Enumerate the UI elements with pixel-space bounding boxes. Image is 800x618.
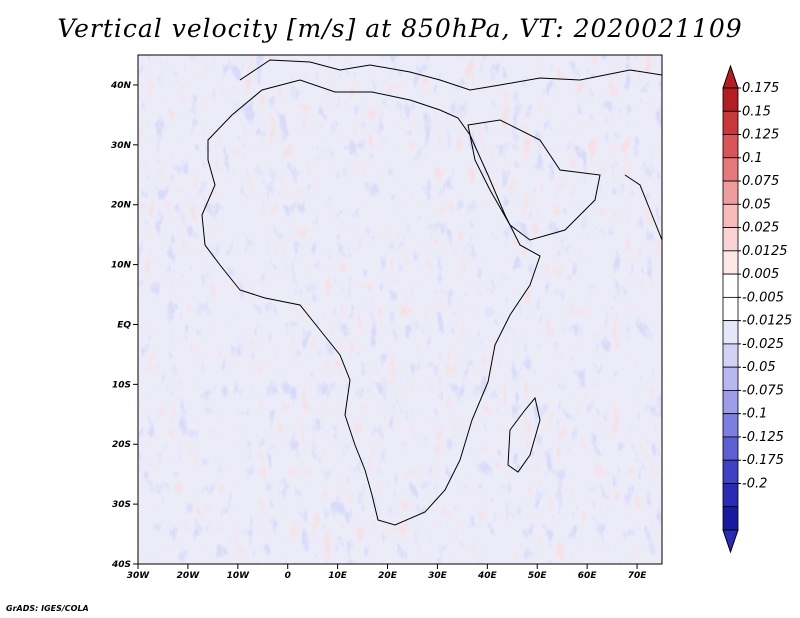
colorbar-swatch xyxy=(722,459,739,484)
colorbar-swatch xyxy=(722,296,739,322)
lon-tick-label: 10E xyxy=(328,571,348,581)
colorbar-swatch xyxy=(722,436,739,461)
africa-coastline xyxy=(201,79,541,526)
colorbar-top-arrow xyxy=(722,64,739,89)
lon-axis: 30W 20W 10W 0 10E 20E 30E 40E 50E 60E 70E xyxy=(127,564,647,581)
lon-tick-label: 0 xyxy=(285,571,291,581)
colorbar-label: 0.075 xyxy=(742,174,779,189)
colorbar-bottom-arrow xyxy=(722,529,739,554)
colorbar-swatch xyxy=(722,227,739,252)
lat-tick-label: 20N xyxy=(111,201,132,211)
velocity-field xyxy=(138,55,662,564)
colorbar-label: -0.005 xyxy=(742,290,784,305)
lat-tick-label: 40S xyxy=(111,560,131,570)
lon-tick-label: 50E xyxy=(528,571,548,581)
colorbar-swatch xyxy=(722,320,739,345)
lat-tick-label: 30S xyxy=(112,500,131,510)
colorbar-label: 0.005 xyxy=(742,267,779,282)
colorbar-label: 0.1 xyxy=(742,151,763,166)
lon-tick-label: 60E xyxy=(578,571,598,581)
colorbar-swatch xyxy=(722,413,739,438)
colorbar-swatch xyxy=(722,87,739,112)
lat-tick-label: EQ xyxy=(117,320,131,330)
coastlines xyxy=(201,59,663,526)
lat-tick-label: 10S xyxy=(112,380,131,390)
colorbar-label: 0.125 xyxy=(742,128,779,143)
colorbar-label: -0.175 xyxy=(742,453,784,468)
colorbar-label: -0.05 xyxy=(742,360,776,375)
lon-tick-label: 30E xyxy=(428,571,448,581)
colorbar-swatch xyxy=(722,250,739,275)
colorbar-label: 0.0125 xyxy=(742,244,788,259)
colorbar-swatch xyxy=(722,203,739,228)
colorbar-label: 0.05 xyxy=(742,197,771,212)
colorbar-label: -0.125 xyxy=(742,430,784,445)
colorbar-label: -0.025 xyxy=(742,337,784,352)
colorbar-swatch xyxy=(722,483,739,508)
lat-tick-label: 20S xyxy=(112,440,131,450)
arabia-coastline xyxy=(467,119,601,241)
colorbar-swatch xyxy=(722,506,739,531)
colorbar-label: -0.075 xyxy=(742,383,784,398)
colorbar-swatch xyxy=(722,180,739,205)
map-title: Vertical velocity [m/s] at 850hPa, VT: 2… xyxy=(57,14,743,43)
lat-tick-label: 40N xyxy=(110,81,132,91)
colorbar-swatch xyxy=(722,366,739,391)
colorbar-label: 0.025 xyxy=(742,221,779,236)
map-frame xyxy=(137,54,663,565)
credit-text: GrADS: IGES/COLA xyxy=(6,604,89,613)
colorbar-label: 0.15 xyxy=(742,104,771,119)
colorbar-swatch xyxy=(722,134,739,159)
europe-coastline xyxy=(239,59,663,91)
lon-tick-label: 20E xyxy=(378,571,398,581)
colorbar-label: 0.175 xyxy=(742,81,779,96)
colorbar-label: -0.0125 xyxy=(742,314,792,329)
colorbar-swatch xyxy=(722,273,739,298)
colorbar-label: -0.2 xyxy=(742,476,767,491)
colorbar-swatch xyxy=(722,390,739,415)
lon-tick-label: 10W xyxy=(227,571,251,581)
colorbar-label: -0.1 xyxy=(742,407,767,422)
colorbar: 0.175 0.15 0.125 0.1 0.075 0.05 0.025 0.0125 0.0… xyxy=(722,64,792,554)
lat-tick-label: 30N xyxy=(111,141,132,151)
lon-tick-label: 70E xyxy=(628,571,648,581)
lon-tick-label: 20W xyxy=(177,571,201,581)
colorbar-swatch xyxy=(722,110,739,135)
lat-tick-label: 10N xyxy=(111,261,132,271)
india-coastline xyxy=(624,174,663,241)
lon-tick-label: 30W xyxy=(127,571,151,581)
colorbar-swatch xyxy=(722,157,739,182)
madagascar-coastline xyxy=(507,396,541,473)
lon-tick-label: 40E xyxy=(477,571,498,581)
colorbar-swatch xyxy=(722,343,739,368)
lat-axis: 40N 30N 20N 10N EQ 10S 20S 30S 40S xyxy=(110,81,138,570)
